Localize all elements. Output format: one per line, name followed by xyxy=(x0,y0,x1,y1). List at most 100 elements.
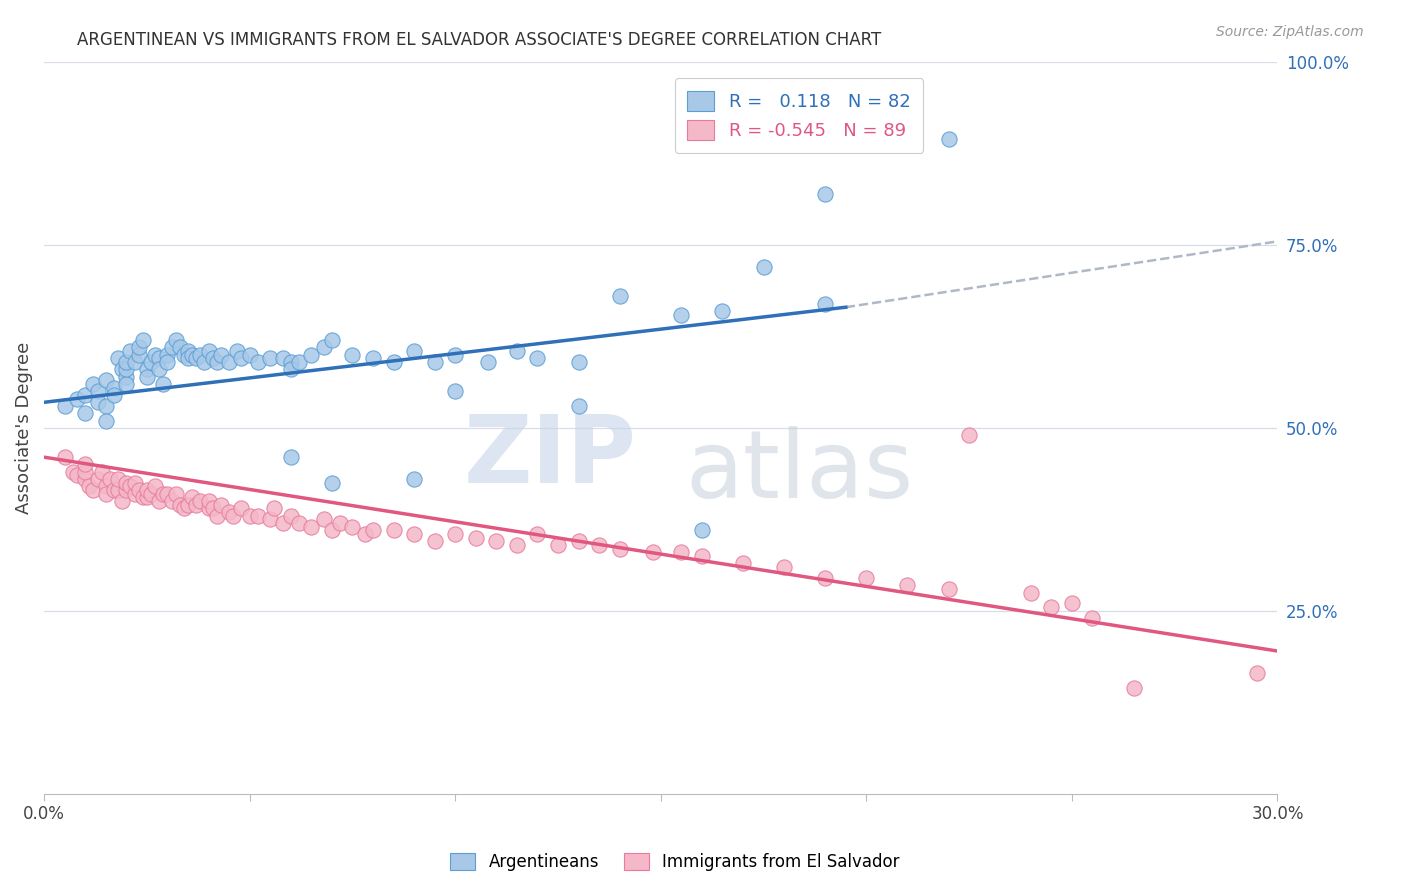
Point xyxy=(263,501,285,516)
Point xyxy=(752,260,775,274)
Point xyxy=(103,388,125,402)
Point xyxy=(209,498,232,512)
Point xyxy=(299,348,322,362)
Point xyxy=(115,377,138,392)
Point xyxy=(169,498,191,512)
Point xyxy=(82,377,104,392)
Point xyxy=(135,369,157,384)
Point xyxy=(690,524,713,538)
Point xyxy=(115,355,138,369)
Legend: Argentineans, Immigrants from El Salvador: Argentineans, Immigrants from El Salvado… xyxy=(441,845,908,880)
Point xyxy=(209,348,232,362)
Point xyxy=(148,494,170,508)
Point xyxy=(1122,681,1144,695)
Point xyxy=(814,296,837,310)
Point xyxy=(361,524,384,538)
Point xyxy=(132,333,155,347)
Point xyxy=(135,362,157,376)
Point xyxy=(246,355,269,369)
Point xyxy=(128,348,150,362)
Point xyxy=(128,341,150,355)
Point xyxy=(321,333,343,347)
Point xyxy=(288,516,311,530)
Point xyxy=(75,458,97,472)
Point xyxy=(201,351,224,366)
Point xyxy=(896,578,918,592)
Point xyxy=(280,355,302,369)
Point xyxy=(62,465,84,479)
Point xyxy=(239,508,262,523)
Point xyxy=(671,308,693,322)
Point xyxy=(218,505,240,519)
Point xyxy=(1060,597,1083,611)
Point xyxy=(609,541,631,556)
Point xyxy=(111,362,134,376)
Point xyxy=(1081,611,1104,625)
Point xyxy=(181,491,204,505)
Point xyxy=(156,348,179,362)
Point xyxy=(165,333,187,347)
Point xyxy=(814,571,837,585)
Point xyxy=(169,341,191,355)
Point xyxy=(526,527,548,541)
Point xyxy=(641,545,664,559)
Point xyxy=(299,519,322,533)
Point xyxy=(231,351,253,366)
Point xyxy=(165,487,187,501)
Point xyxy=(156,355,179,369)
Point xyxy=(86,472,108,486)
Point xyxy=(271,351,294,366)
Text: ARGENTINEAN VS IMMIGRANTS FROM EL SALVADOR ASSOCIATE'S DEGREE CORRELATION CHART: ARGENTINEAN VS IMMIGRANTS FROM EL SALVAD… xyxy=(77,31,882,49)
Point xyxy=(506,344,529,359)
Point xyxy=(193,355,215,369)
Point xyxy=(1019,585,1042,599)
Point xyxy=(143,479,166,493)
Point xyxy=(321,524,343,538)
Point xyxy=(139,487,162,501)
Point xyxy=(107,351,129,366)
Point xyxy=(280,450,302,465)
Point xyxy=(711,303,734,318)
Point xyxy=(938,582,960,596)
Point xyxy=(506,538,529,552)
Point xyxy=(75,465,97,479)
Point xyxy=(186,351,208,366)
Point xyxy=(53,399,76,413)
Point xyxy=(731,556,754,570)
Point xyxy=(143,348,166,362)
Point xyxy=(957,428,980,442)
Point xyxy=(75,472,97,486)
Point xyxy=(177,351,200,366)
Text: atlas: atlas xyxy=(686,425,914,517)
Point xyxy=(773,560,796,574)
Point xyxy=(201,501,224,516)
Point xyxy=(588,538,610,552)
Point xyxy=(239,348,262,362)
Point xyxy=(485,534,508,549)
Point xyxy=(160,494,183,508)
Point xyxy=(259,512,281,526)
Point xyxy=(120,344,142,359)
Point xyxy=(321,475,343,490)
Point xyxy=(361,351,384,366)
Point xyxy=(139,355,162,369)
Point xyxy=(173,501,195,516)
Point xyxy=(186,498,208,512)
Point xyxy=(107,472,129,486)
Point xyxy=(404,344,426,359)
Point xyxy=(329,516,352,530)
Point xyxy=(177,344,200,359)
Point xyxy=(568,399,591,413)
Point xyxy=(477,355,499,369)
Point xyxy=(1246,665,1268,680)
Point xyxy=(177,498,200,512)
Point xyxy=(94,373,117,387)
Point xyxy=(246,508,269,523)
Point xyxy=(353,527,375,541)
Point xyxy=(124,475,146,490)
Point xyxy=(94,479,117,493)
Point xyxy=(205,508,228,523)
Point xyxy=(94,414,117,428)
Point xyxy=(814,186,837,201)
Point xyxy=(423,355,446,369)
